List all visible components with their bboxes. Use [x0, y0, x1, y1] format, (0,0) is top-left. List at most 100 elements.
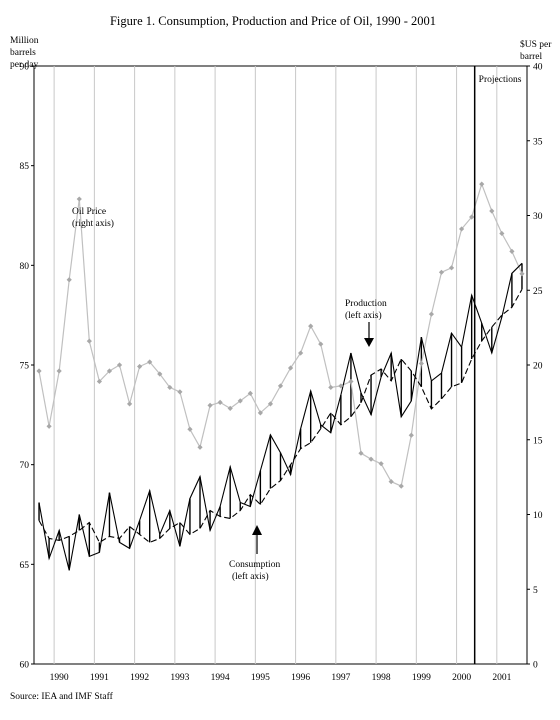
annotation-oil-price-line-2: (right axis)	[72, 218, 114, 229]
left-axis-label-line-3: per day	[10, 60, 38, 70]
right-tick-label: 35	[533, 137, 543, 147]
year-label: 1991	[90, 673, 109, 683]
oil-price-point	[418, 360, 424, 367]
oil-price-point	[428, 311, 435, 317]
year-label: 2000	[452, 673, 471, 683]
production-line	[38, 289, 523, 544]
left-axis-label-line-1: Million	[10, 36, 39, 46]
oil-price-point	[116, 362, 123, 368]
oil-price-point	[56, 368, 62, 374]
x-axis-year-labels: 1990 1991 1992 1993 1994 1995 1996 1997 1998 1999…	[50, 673, 512, 683]
right-tick-label: 25	[533, 287, 543, 297]
right-tick-label: 20	[533, 362, 543, 372]
oil-price-point	[318, 341, 324, 347]
oil-price-point	[237, 398, 243, 404]
oil-price-point	[46, 423, 52, 429]
oil-price-point	[479, 181, 485, 187]
oil-price-line	[38, 182, 523, 487]
oil-price-point	[217, 399, 223, 405]
oil-price-point	[519, 271, 525, 277]
oil-price-point	[96, 378, 102, 385]
year-label: 1990	[50, 673, 69, 683]
year-label: 1993	[170, 673, 189, 683]
oil-price-point	[147, 359, 153, 365]
right-axis-label: $US per barrel	[520, 39, 552, 62]
year-label: 1996	[291, 673, 310, 683]
oil-price-point	[509, 248, 515, 254]
oil-price-point	[489, 208, 495, 214]
annotation-production: Production (left axis)	[345, 299, 387, 321]
oil-price-point	[438, 269, 445, 275]
right-tick-label: 40	[533, 63, 543, 73]
plot-area-frame	[33, 65, 528, 665]
left-tick-label: 90	[20, 63, 30, 73]
oil-price-point	[277, 383, 284, 389]
oil-price-point	[298, 350, 304, 356]
left-axis-ticks: 60 65 70 75 80 85 90	[20, 63, 34, 671]
production-consumption-difference-bars	[38, 263, 523, 571]
oil-price-point	[378, 461, 384, 467]
year-label: 1998	[372, 673, 391, 683]
left-tick-label: 70	[20, 461, 30, 471]
annotation-arrows	[252, 322, 374, 554]
chart-title: Figure 1. Consumption, Production and Pr…	[110, 14, 436, 28]
oil-price-point	[499, 230, 505, 237]
series-lines	[38, 182, 523, 571]
oil-price-point	[76, 196, 82, 202]
oil-price-point	[267, 401, 274, 407]
right-axis-label-line-1: $US per	[520, 39, 552, 50]
oil-price-point	[348, 378, 354, 385]
annotation-oil-price: Oil Price (right axis)	[72, 207, 114, 229]
oil-price-point	[257, 410, 263, 416]
left-tick-label: 60	[20, 661, 30, 671]
left-tick-label: 65	[20, 561, 30, 571]
oil-price-point	[388, 479, 394, 485]
consumption-arrow-head	[252, 525, 262, 535]
oil-price-point	[408, 432, 414, 438]
oil-price-markers	[36, 181, 525, 489]
year-label: 1994	[211, 673, 230, 683]
right-axis-label-line-2: barrel	[520, 52, 543, 62]
oil-price-point	[338, 383, 344, 389]
annotation-production-line-1: Production	[345, 299, 387, 309]
oil-price-point	[328, 384, 334, 391]
oil-price-point	[469, 214, 475, 220]
oil-price-point	[358, 450, 364, 456]
right-tick-label: 15	[533, 436, 543, 446]
oil-price-point	[207, 402, 213, 408]
annotation-consumption-line-2: (left axis)	[232, 571, 269, 582]
annotation-production-line-2: (left axis)	[345, 310, 382, 321]
right-tick-label: 0	[533, 661, 538, 671]
oil-price-point	[167, 384, 173, 391]
left-tick-label: 80	[20, 262, 30, 272]
right-tick-label: 5	[533, 586, 538, 596]
oil-price-point	[106, 368, 113, 374]
year-label: 1995	[251, 673, 270, 683]
annotation-oil-price-line-1: Oil Price	[72, 207, 106, 217]
oil-price-point	[197, 444, 203, 450]
year-label: 1999	[412, 673, 431, 683]
source-note: Source: IEA and IMF Staff	[10, 691, 114, 702]
oil-price-point	[157, 371, 163, 377]
oil-price-point	[36, 368, 42, 374]
left-axis-label-line-2: barrels	[10, 48, 36, 58]
oil-price-point	[308, 323, 314, 329]
left-tick-label: 75	[20, 362, 30, 372]
left-axis-label: Million barrels per day	[10, 36, 39, 70]
oil-price-point	[398, 483, 404, 489]
oil-price-point	[66, 277, 72, 283]
annotation-consumption-line-1: Consumption	[229, 560, 280, 570]
year-label: 1997	[331, 673, 350, 683]
annotation-consumption: Consumption (left axis)	[229, 560, 280, 582]
consumption-line	[38, 262, 523, 571]
oil-price-point	[227, 405, 233, 411]
oil-price-point	[459, 226, 465, 232]
oil-price-point	[287, 365, 294, 371]
year-label: 1992	[130, 673, 149, 683]
oil-price-point	[86, 338, 92, 344]
oil-price-point	[126, 401, 133, 407]
oil-price-point	[448, 265, 455, 271]
right-axis-ticks: 0 5 10 15 20 25 30 35 40	[527, 63, 543, 671]
left-tick-label: 85	[20, 162, 30, 172]
